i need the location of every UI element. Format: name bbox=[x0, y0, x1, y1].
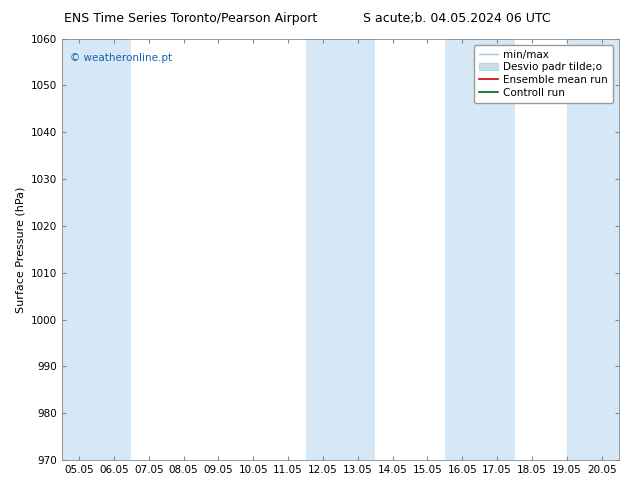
Text: ENS Time Series Toronto/Pearson Airport: ENS Time Series Toronto/Pearson Airport bbox=[63, 12, 317, 25]
Bar bbox=[306, 39, 375, 460]
Bar bbox=[445, 39, 515, 460]
Bar bbox=[96, 39, 131, 460]
Bar bbox=[567, 39, 619, 460]
Y-axis label: Surface Pressure (hPa): Surface Pressure (hPa) bbox=[15, 186, 25, 313]
Text: S acute;b. 04.05.2024 06 UTC: S acute;b. 04.05.2024 06 UTC bbox=[363, 12, 550, 25]
Text: © weatheronline.pt: © weatheronline.pt bbox=[70, 53, 172, 63]
Bar bbox=[61, 39, 96, 460]
Legend: min/max, Desvio padr tilde;o, Ensemble mean run, Controll run: min/max, Desvio padr tilde;o, Ensemble m… bbox=[474, 45, 612, 103]
